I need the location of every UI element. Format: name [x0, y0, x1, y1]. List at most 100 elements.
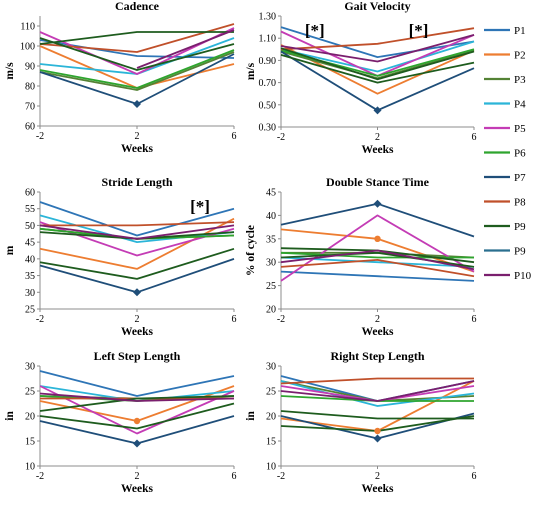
series-line-p10	[39, 392, 235, 402]
y-tick-label: 45	[25, 238, 35, 249]
chart-title: Cadence	[115, 0, 160, 13]
series-line-p8	[39, 23, 235, 53]
chart-panel-0: Cadence 60 70 80 90 100 110 -2 2 6 Weeks m/s	[4, 0, 237, 155]
y-tick-label: 10	[25, 462, 35, 473]
significance-marker: [*]	[305, 21, 325, 40]
x-axis-label: Weeks	[362, 144, 394, 156]
y-tick-label: 25	[25, 305, 35, 316]
series-line-p9	[280, 47, 475, 81]
series-line-p10	[280, 380, 475, 402]
y-tick-label: 1.10	[259, 34, 277, 45]
x-tick-label: 2	[375, 132, 380, 143]
y-tick-label: 70	[25, 102, 35, 113]
chart-panel-3: Double Stance Time 20 25 30 35 40 45 -2 2 6 Weeks%…	[245, 175, 477, 338]
series-line-p10	[136, 29, 235, 69]
y-tick-label: 20	[25, 412, 35, 423]
chart-panel-4: Left Step Length 10 15 20 25 30 -2 2 6 Weeks in	[4, 349, 237, 495]
chart-panel-2: Stride Length 25 30 35 40 45 50 55 60 -2 2 6 Weeks m […	[4, 175, 237, 338]
series-line-p9	[280, 410, 474, 420]
legend-item: P3	[484, 74, 526, 86]
data-point-marker-p7	[133, 288, 141, 297]
y-tick-label: 30	[266, 258, 276, 269]
y-tick-label: 50	[25, 221, 35, 232]
legend: P1 P2 P3 P4 P5 P6 P7 P8 P9 P9 P10	[484, 25, 532, 282]
legend-item: P9	[484, 221, 526, 233]
series-line-p8	[280, 377, 474, 385]
legend-label: P8	[514, 197, 526, 209]
legend-label: P1	[514, 25, 526, 37]
y-tick-label: 25	[25, 387, 35, 398]
data-point-marker-p2	[133, 417, 141, 425]
y-tick-label: 40	[25, 254, 35, 265]
y-tick-label: 20	[266, 412, 276, 423]
y-tick-label: 100	[20, 42, 35, 53]
y-tick-label: 0.70	[259, 78, 277, 89]
chart-panel-5: Right Step Length 10 15 20 25 30 -2 2 6 Weeks in	[245, 349, 477, 495]
series-line-p5	[39, 221, 235, 257]
x-axis-label: Weeks	[362, 483, 394, 495]
x-tick-label: 2	[135, 314, 140, 325]
x-tick-label: 6	[472, 314, 477, 325]
legend-item: P9	[484, 246, 526, 258]
y-tick-label: 35	[266, 234, 276, 245]
series-line-p1	[39, 370, 235, 397]
legend-label: P5	[514, 123, 526, 135]
x-tick-label: 2	[135, 471, 140, 482]
series-line-p4	[280, 380, 475, 407]
series-line-p1	[280, 270, 475, 282]
y-tick-label: 0.30	[259, 123, 277, 134]
x-tick-label: 6	[232, 131, 237, 142]
data-point-marker-p7	[373, 434, 382, 443]
data-point-marker-p7	[373, 199, 382, 208]
legend-label: P3	[514, 74, 526, 86]
y-tick-label: 40	[266, 211, 276, 222]
series-line-p9	[39, 395, 235, 412]
series-line-p4	[280, 40, 475, 73]
y-tick-label: 25	[266, 387, 276, 398]
legend-label: P4	[514, 99, 526, 111]
y-tick-label: 60	[25, 122, 35, 133]
y-tick-label: 15	[25, 437, 35, 448]
y-tick-label: 25	[266, 281, 276, 292]
y-tick-label: 30	[25, 362, 35, 373]
legend-item: P10	[484, 270, 532, 282]
y-tick-label: 1.30	[259, 12, 277, 23]
x-tick-label: -2	[36, 131, 44, 142]
y-tick-label: 45	[266, 188, 276, 199]
chart-title: Right Step Length	[330, 349, 424, 363]
y-axis-label: in	[245, 411, 257, 421]
y-axis-label: m/s	[245, 62, 257, 80]
significance-marker: [*]	[190, 197, 210, 216]
y-tick-label: 10	[266, 462, 276, 473]
y-axis-label: m	[4, 245, 16, 255]
data-point-marker-p2	[374, 427, 381, 435]
series-line-p4	[39, 214, 235, 243]
y-axis-label: m/s	[4, 62, 16, 80]
series-line-p8	[280, 27, 475, 51]
x-tick-label: 2	[375, 471, 380, 482]
x-tick-label: 6	[472, 471, 477, 482]
x-tick-label: -2	[36, 314, 44, 325]
series-line-p9	[39, 247, 235, 280]
data-point-marker-p7	[133, 100, 141, 108]
series-line-p9	[280, 54, 475, 84]
x-tick-label: 2	[375, 314, 380, 325]
legend-item: P2	[484, 50, 526, 62]
legend-item: P6	[484, 148, 526, 160]
chart-title: Left Step Length	[94, 349, 181, 363]
legend-item: P5	[484, 123, 526, 135]
series-line-p10	[280, 34, 475, 63]
x-tick-label: -2	[277, 471, 285, 482]
legend-label: P7	[514, 172, 526, 184]
x-tick-label: -2	[277, 132, 285, 143]
series-line-p1	[280, 26, 475, 58]
series-line-p9	[39, 31, 234, 45]
legend-item: P8	[484, 197, 526, 209]
x-tick-label: 2	[135, 131, 140, 142]
legend-label: P10	[514, 270, 532, 282]
y-tick-label: 30	[25, 288, 35, 299]
series-line-p7	[39, 258, 235, 294]
legend-item: P1	[484, 25, 526, 37]
